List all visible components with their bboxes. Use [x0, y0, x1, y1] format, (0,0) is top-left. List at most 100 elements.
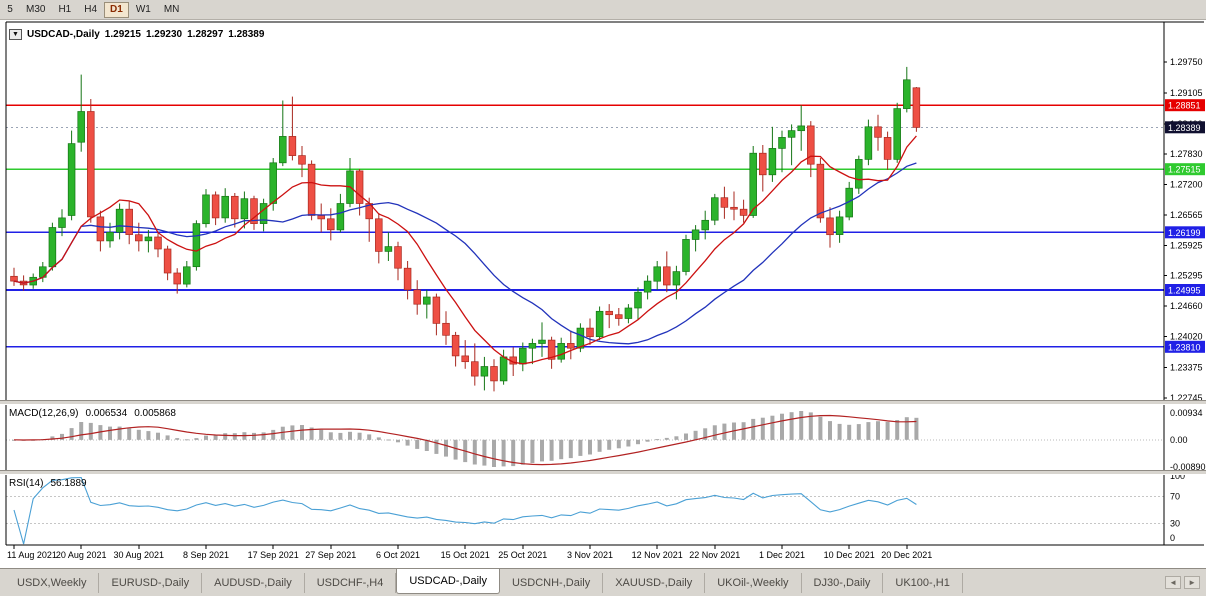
timeframe-button-5[interactable]: 5	[7, 3, 13, 15]
tab-scroll-right-button[interactable]: ►	[1184, 576, 1200, 589]
candle-body	[327, 218, 335, 231]
macd-histogram-bar	[271, 429, 276, 440]
candle-body	[480, 366, 489, 377]
macd-histogram-bar	[492, 439, 496, 467]
candle-body	[547, 339, 556, 360]
macd-histogram-bar	[328, 432, 333, 440]
candle-body	[778, 137, 786, 149]
candle-body	[58, 217, 66, 228]
candle-body	[893, 108, 901, 160]
chart-tab-ukoil-weekly[interactable]: UKOil-,Weekly	[705, 573, 802, 593]
candle-body	[903, 79, 911, 109]
candle-body	[730, 206, 738, 210]
candle-body	[749, 152, 757, 216]
chart-tab-uk100-h1[interactable]: UK100-,H1	[883, 573, 963, 593]
macd-histogram-bar	[232, 433, 237, 440]
candle-body	[144, 236, 153, 242]
chart-dropdown-button[interactable]: ▼	[9, 29, 22, 40]
candle-body	[269, 162, 277, 204]
chart-tab-audusd-daily[interactable]: AUDUSD-,Daily	[202, 573, 305, 593]
candle-body	[874, 126, 882, 138]
candle-body	[691, 229, 700, 240]
macd-histogram-bar	[674, 436, 679, 440]
candle-body	[615, 314, 623, 319]
chart-tab-usdx-weekly[interactable]: USDX,Weekly	[5, 573, 100, 593]
candle-body	[432, 296, 441, 324]
rsi-axis-label: 0	[1170, 533, 1175, 543]
macd-histogram-bar	[88, 422, 93, 440]
macd-histogram-bar	[847, 424, 852, 440]
macd-histogram-bar	[741, 422, 746, 440]
candle-body	[423, 296, 431, 305]
date-label: 27 Sep 2021	[305, 550, 356, 560]
candle-body	[384, 246, 393, 252]
macd-histogram-bar	[453, 439, 458, 460]
timeframe-button-d1[interactable]: D1	[104, 1, 129, 18]
macd-histogram-bar	[828, 421, 832, 440]
candle-body	[375, 218, 383, 252]
timeframe-button-w1[interactable]: W1	[135, 3, 151, 15]
macd-histogram-bar	[357, 432, 362, 440]
chart-tabs-bar: USDX,Weekly EURUSD-,Daily AUDUSD-,Daily USD…	[0, 568, 1206, 596]
macd-histogram-bar	[578, 439, 583, 456]
date-label: 22 Nov 2021	[689, 550, 740, 560]
macd-histogram-bar	[367, 434, 372, 440]
rsi-axis-label: 100	[1170, 471, 1185, 481]
timeframe-button-mn[interactable]: MN	[163, 3, 180, 15]
panel-splitter-macd[interactable]	[0, 400, 1206, 405]
chart-tab-xauusd-daily[interactable]: XAUUSD-,Daily	[603, 573, 706, 593]
macd-axis-zero: 0.00	[1170, 435, 1188, 445]
chart-tab-usdchf-h4[interactable]: USDCHF-,H4	[305, 573, 397, 593]
rsi-name: RSI(14)	[9, 478, 44, 489]
candle-body	[720, 197, 729, 208]
candle-body	[211, 194, 220, 219]
candle-body	[442, 322, 450, 336]
chart-tab-dj30-daily[interactable]: DJ30-,Daily	[802, 573, 884, 593]
macd-histogram-bar	[444, 439, 448, 457]
hline-price-label	[1165, 340, 1205, 353]
hline-price-label	[1165, 99, 1205, 112]
macd-histogram-bar	[386, 439, 391, 441]
moving-averages	[13, 135, 917, 365]
macd-histogram-bar	[616, 439, 621, 449]
candle-body	[701, 219, 709, 231]
candle-body	[643, 280, 652, 293]
macd-histogram-bar	[472, 439, 477, 465]
macd-histogram-bar	[376, 437, 381, 440]
macd-histogram-bar	[597, 439, 602, 452]
chart-canvas[interactable]: 1.297501.291051.284601.278301.272001.265…	[0, 20, 1206, 568]
candles[interactable]	[10, 66, 921, 392]
price-tick-label: 1.25295	[1170, 271, 1203, 281]
chart-tab-usdcnh-daily[interactable]: USDCNH-,Daily	[500, 573, 604, 593]
current-price-label	[1165, 121, 1205, 134]
macd-histogram-bar	[780, 413, 784, 440]
tab-scroll-left-button[interactable]: ◄	[1165, 576, 1182, 589]
timeframe-button-h4[interactable]: H4	[84, 3, 98, 15]
candle-body	[221, 195, 229, 219]
rsi-line	[13, 476, 917, 545]
timeframe-button-h1[interactable]: H1	[58, 3, 72, 15]
svg-text:1.26199: 1.26199	[1168, 228, 1201, 238]
candle-body	[202, 194, 210, 225]
date-label: 25 Oct 2021	[498, 550, 547, 560]
candle-body	[759, 152, 767, 176]
candle-body	[711, 197, 719, 221]
chart-tab-usdcad-daily[interactable]: USDCAD-,Daily	[396, 569, 500, 594]
candle-body	[653, 266, 661, 282]
timeframe-button-m30[interactable]: M30	[26, 3, 46, 15]
candle-body	[10, 275, 18, 282]
candle-body	[87, 111, 95, 218]
panel-splitter-rsi[interactable]	[0, 470, 1206, 475]
macd-histogram-bar	[127, 428, 132, 440]
candle-body	[471, 361, 479, 377]
date-label: 20 Aug 2021	[56, 550, 107, 560]
candle-body	[768, 148, 777, 176]
chart-window: 1.297501.291051.284601.278301.272001.265…	[0, 20, 1206, 568]
chart-tab-eurusd-daily[interactable]: EURUSD-,Daily	[99, 573, 203, 593]
candle-body	[355, 170, 364, 204]
macd-histogram-bar	[50, 436, 55, 440]
macd-histogram-bar	[415, 439, 420, 449]
ma-line-8	[13, 135, 917, 365]
candle-body	[451, 334, 460, 357]
rsi-value: 56.1889	[50, 478, 87, 489]
